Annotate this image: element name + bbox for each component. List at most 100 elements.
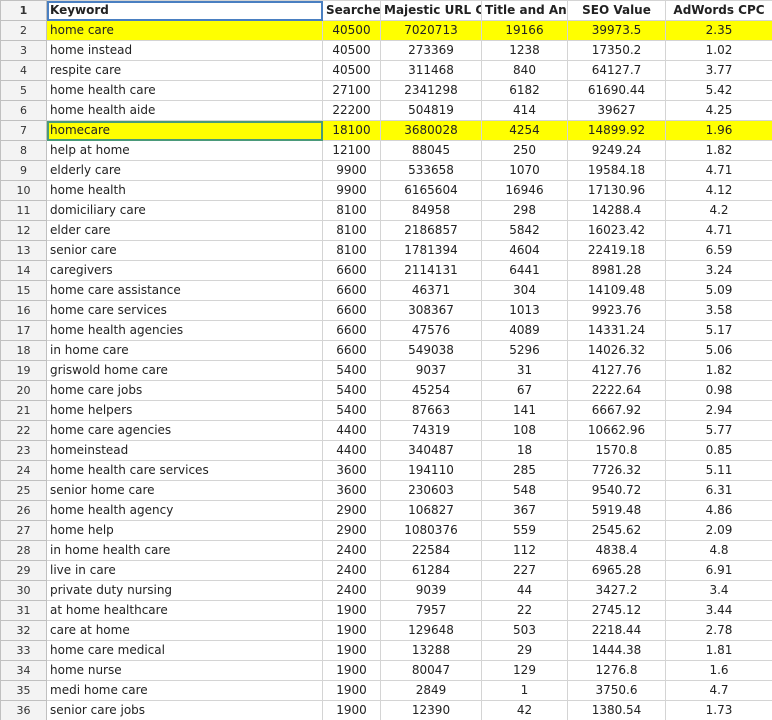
adwords-cpc-cell[interactable]: 4.12 [665, 180, 772, 201]
adwords-cpc-cell[interactable]: 1.02 [665, 40, 772, 61]
adwords-cpc-cell[interactable]: 4.2 [665, 200, 772, 221]
seo-value-cell[interactable]: 10662.96 [567, 420, 666, 441]
keyword-cell[interactable]: homeinstead [46, 440, 323, 461]
keyword-cell[interactable]: home care jobs [46, 380, 323, 401]
keyword-cell[interactable]: home helpers [46, 400, 323, 421]
seo-value-cell[interactable]: 2218.44 [567, 620, 666, 641]
searches-cell[interactable]: 3600 [322, 480, 381, 501]
title-anchor-cell[interactable]: 1070 [481, 160, 568, 181]
searches-cell[interactable]: 1900 [322, 680, 381, 701]
majestic-url-cell[interactable]: 340487 [380, 440, 482, 461]
adwords-cpc-cell[interactable]: 5.42 [665, 80, 772, 101]
searches-cell[interactable]: 1900 [322, 640, 381, 661]
searches-cell[interactable]: 2900 [322, 500, 381, 521]
seo-value-cell[interactable]: 2222.64 [567, 380, 666, 401]
majestic-url-cell[interactable]: 2114131 [380, 260, 482, 281]
majestic-url-cell[interactable]: 194110 [380, 460, 482, 481]
searches-cell[interactable]: 4400 [322, 440, 381, 461]
title-anchor-cell[interactable]: 1238 [481, 40, 568, 61]
searches-cell[interactable]: 8100 [322, 240, 381, 261]
seo-value-cell[interactable]: 22419.18 [567, 240, 666, 261]
majestic-url-cell[interactable]: 311468 [380, 60, 482, 81]
row-number[interactable]: 1 [0, 0, 47, 21]
title-anchor-cell[interactable]: 67 [481, 380, 568, 401]
searches-cell[interactable]: 2400 [322, 580, 381, 601]
row-number[interactable]: 34 [0, 660, 47, 681]
seo-value-cell[interactable]: 7726.32 [567, 460, 666, 481]
keyword-cell[interactable]: home health care services [46, 460, 323, 481]
seo-value-cell[interactable]: 39973.5 [567, 20, 666, 41]
adwords-cpc-cell[interactable]: 2.09 [665, 520, 772, 541]
row-number[interactable]: 14 [0, 260, 47, 281]
majestic-url-cell[interactable]: 84958 [380, 200, 482, 221]
seo-value-cell[interactable]: 4127.76 [567, 360, 666, 381]
seo-value-cell[interactable]: 4838.4 [567, 540, 666, 561]
adwords-cpc-cell[interactable]: 6.59 [665, 240, 772, 261]
seo-value-cell[interactable]: 5919.48 [567, 500, 666, 521]
row-number[interactable]: 32 [0, 620, 47, 641]
adwords-cpc-cell[interactable]: 5.77 [665, 420, 772, 441]
title-anchor-cell[interactable]: 304 [481, 280, 568, 301]
keyword-cell[interactable]: home instead [46, 40, 323, 61]
title-anchor-cell[interactable]: 112 [481, 540, 568, 561]
keyword-cell[interactable]: at home healthcare [46, 600, 323, 621]
seo-value-cell[interactable]: 14331.24 [567, 320, 666, 341]
seo-value-cell[interactable]: 8981.28 [567, 260, 666, 281]
row-number[interactable]: 23 [0, 440, 47, 461]
keyword-cell[interactable]: senior home care [46, 480, 323, 501]
keyword-cell[interactable]: in home care [46, 340, 323, 361]
title-anchor-cell[interactable]: 414 [481, 100, 568, 121]
title-anchor-cell[interactable]: 42 [481, 700, 568, 720]
row-number[interactable]: 24 [0, 460, 47, 481]
keyword-cell[interactable]: home care assistance [46, 280, 323, 301]
keyword-cell[interactable]: homecare [46, 120, 323, 141]
keyword-cell[interactable]: griswold home care [46, 360, 323, 381]
searches-cell[interactable]: 5400 [322, 380, 381, 401]
seo-value-cell[interactable]: 9249.24 [567, 140, 666, 161]
keyword-cell[interactable]: home health aide [46, 100, 323, 121]
searches-cell[interactable]: 1900 [322, 660, 381, 681]
seo-value-cell[interactable]: 1380.54 [567, 700, 666, 720]
header-adwords-cpc[interactable]: AdWords CPC [665, 0, 772, 21]
searches-cell[interactable]: 3600 [322, 460, 381, 481]
majestic-url-cell[interactable]: 74319 [380, 420, 482, 441]
keyword-cell[interactable]: care at home [46, 620, 323, 641]
adwords-cpc-cell[interactable]: 3.24 [665, 260, 772, 281]
keyword-cell[interactable]: help at home [46, 140, 323, 161]
majestic-url-cell[interactable]: 106827 [380, 500, 482, 521]
adwords-cpc-cell[interactable]: 5.11 [665, 460, 772, 481]
searches-cell[interactable]: 9900 [322, 160, 381, 181]
adwords-cpc-cell[interactable]: 2.94 [665, 400, 772, 421]
majestic-url-cell[interactable]: 230603 [380, 480, 482, 501]
row-number[interactable]: 33 [0, 640, 47, 661]
keyword-cell[interactable]: elder care [46, 220, 323, 241]
title-anchor-cell[interactable]: 4604 [481, 240, 568, 261]
keyword-cell[interactable]: home care medical [46, 640, 323, 661]
majestic-url-cell[interactable]: 47576 [380, 320, 482, 341]
row-number[interactable]: 13 [0, 240, 47, 261]
title-anchor-cell[interactable]: 548 [481, 480, 568, 501]
adwords-cpc-cell[interactable]: 1.6 [665, 660, 772, 681]
keyword-cell[interactable]: home health [46, 180, 323, 201]
searches-cell[interactable]: 12100 [322, 140, 381, 161]
seo-value-cell[interactable]: 17350.2 [567, 40, 666, 61]
searches-cell[interactable]: 40500 [322, 60, 381, 81]
majestic-url-cell[interactable]: 504819 [380, 100, 482, 121]
searches-cell[interactable]: 2900 [322, 520, 381, 541]
row-number[interactable]: 25 [0, 480, 47, 501]
seo-value-cell[interactable]: 1444.38 [567, 640, 666, 661]
title-anchor-cell[interactable]: 16946 [481, 180, 568, 201]
row-number[interactable]: 5 [0, 80, 47, 101]
adwords-cpc-cell[interactable]: 5.06 [665, 340, 772, 361]
searches-cell[interactable]: 9900 [322, 180, 381, 201]
adwords-cpc-cell[interactable]: 4.25 [665, 100, 772, 121]
seo-value-cell[interactable]: 14899.92 [567, 120, 666, 141]
majestic-url-cell[interactable]: 9037 [380, 360, 482, 381]
title-anchor-cell[interactable]: 108 [481, 420, 568, 441]
seo-value-cell[interactable]: 64127.7 [567, 60, 666, 81]
row-number[interactable]: 26 [0, 500, 47, 521]
keyword-cell[interactable]: private duty nursing [46, 580, 323, 601]
row-number[interactable]: 10 [0, 180, 47, 201]
adwords-cpc-cell[interactable]: 4.86 [665, 500, 772, 521]
adwords-cpc-cell[interactable]: 3.58 [665, 300, 772, 321]
